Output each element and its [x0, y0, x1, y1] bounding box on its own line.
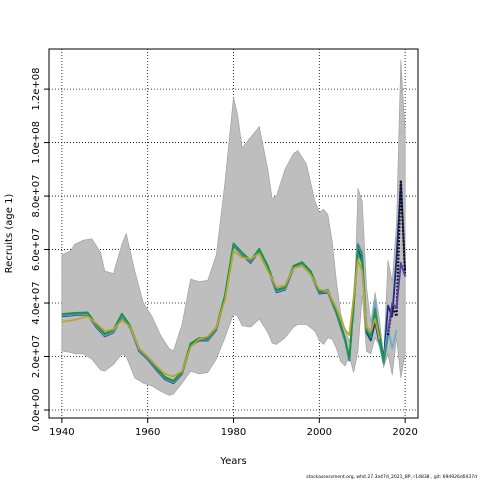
y-tick-label: 4.0e+07	[31, 281, 42, 324]
series-line-4	[61, 242, 385, 382]
series-layer	[61, 178, 407, 385]
confidence-band-layer	[61, 59, 406, 396]
y-axis: 0.0e+00 2.0e+07 4.0e+07 6.0e+07 8.0e+07 1.0e+…	[31, 68, 50, 432]
y-tick-label: 6.0e+07	[31, 228, 42, 271]
series-line-5	[61, 249, 381, 378]
y-tick-label: 1.0e+08	[31, 121, 42, 164]
x-tick-label: 2020	[392, 427, 417, 438]
y-tick-label: 2.0e+07	[31, 335, 42, 378]
series-line-7	[387, 262, 406, 333]
confidence-band	[61, 59, 406, 396]
x-axis-title: Years	[219, 456, 246, 467]
y-tick-label: 8.0e+07	[31, 174, 42, 217]
x-tick-label: 1980	[221, 427, 246, 438]
x-tick-label: 1960	[135, 427, 160, 438]
y-tick-label: 0.0e+00	[31, 388, 42, 431]
x-axis: 1940 1960 1980 2000 2020	[49, 417, 418, 438]
x-tick-label: 2000	[307, 427, 332, 438]
x-tick-label: 1940	[49, 427, 74, 438]
y-axis-title: Recruits (age 1)	[4, 194, 15, 274]
footer-note: stockassessment.org, whit.27.3a47d_2021_…	[306, 474, 477, 480]
y-tick-label: 1.2e+08	[31, 68, 42, 111]
